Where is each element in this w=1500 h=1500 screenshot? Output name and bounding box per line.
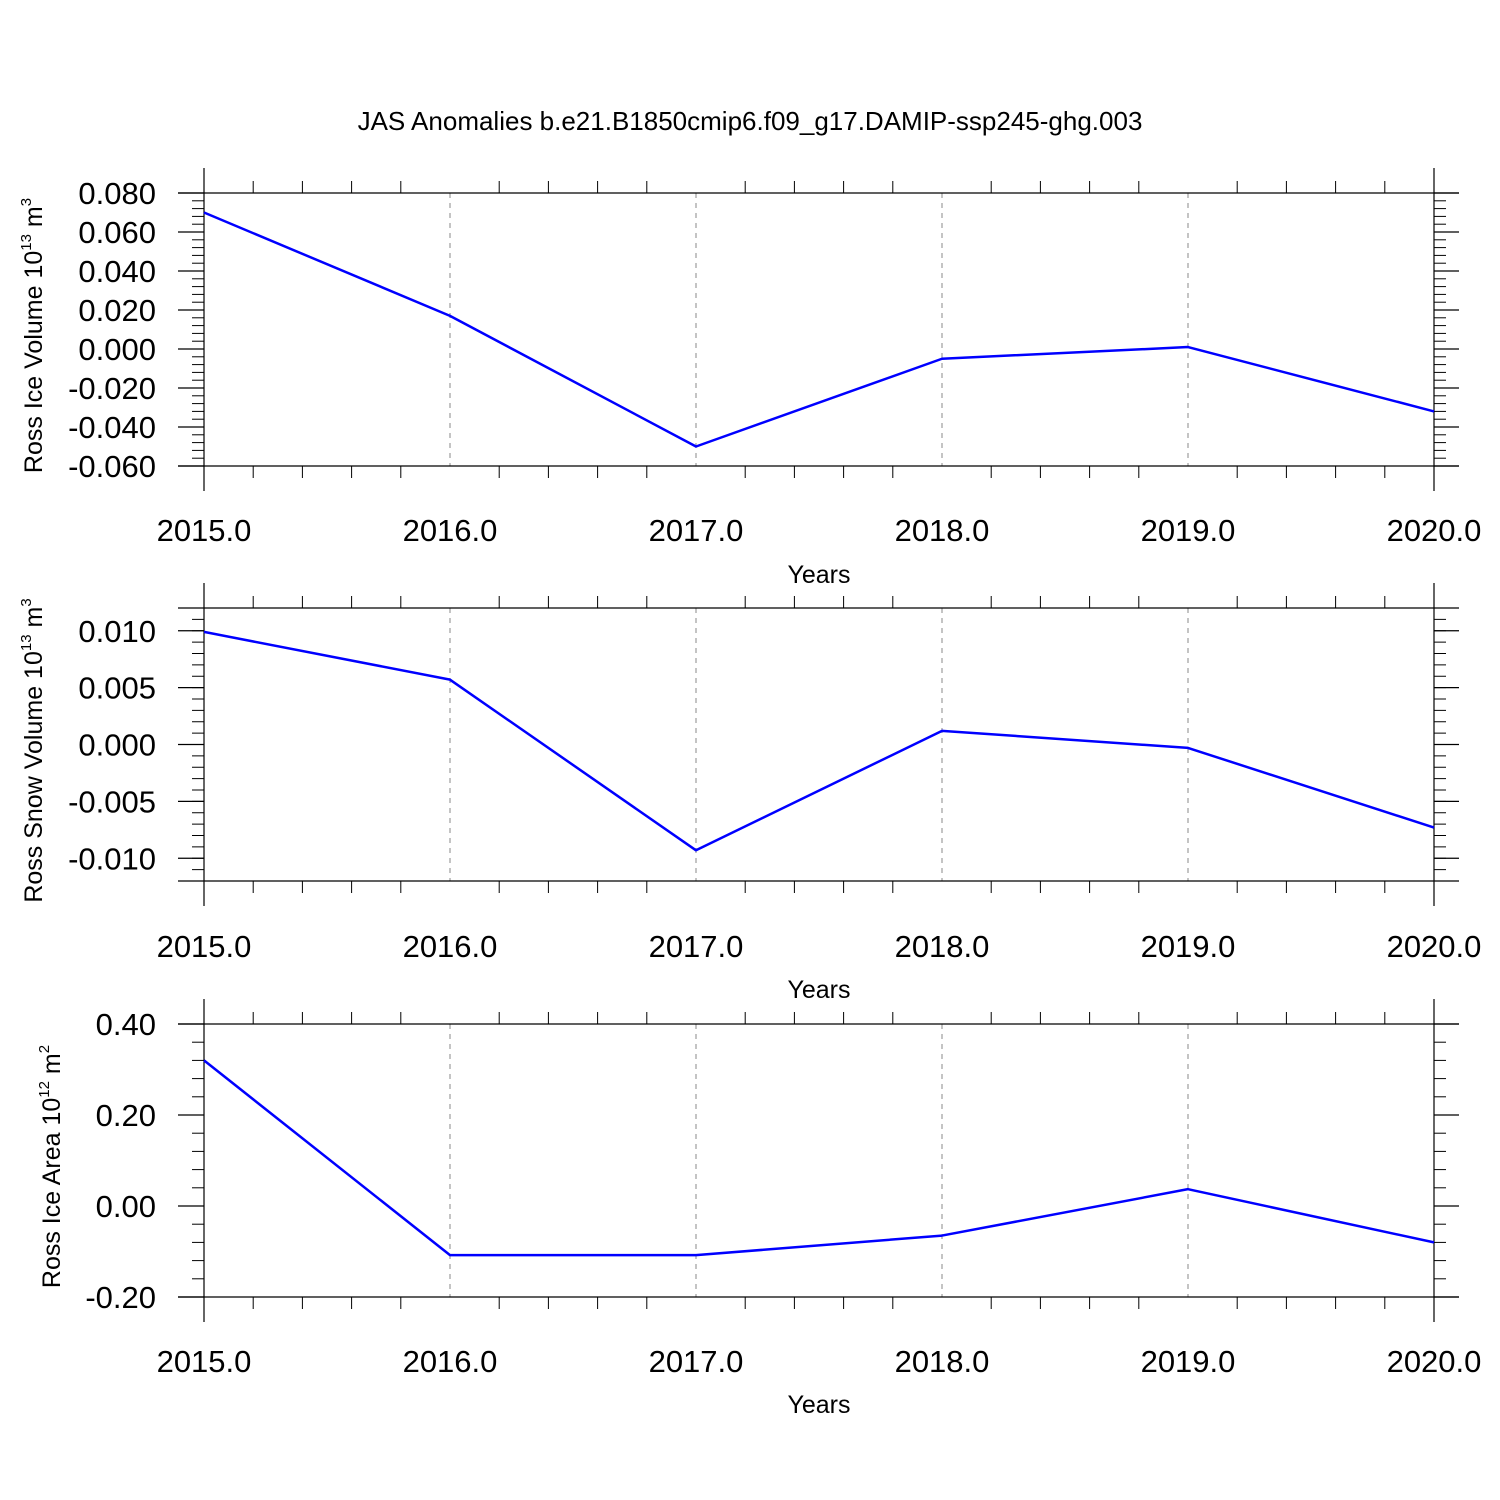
x-axis-title: Years <box>787 976 850 1004</box>
chart-panel-1: 0.080 0.060 0.040 0.020 0.000 -0.020 -0.040 -0.… <box>18 168 1481 589</box>
y-tick-label: 0.010 <box>78 614 156 649</box>
y-tick-label: -0.20 <box>85 1280 156 1315</box>
y-tick-label: 0.40 <box>96 1007 156 1042</box>
x-tick-label: 2019.0 <box>1141 1344 1236 1379</box>
series-line <box>203 630 1435 852</box>
y-tick-label: -0.040 <box>68 410 156 445</box>
x-tick-label: 2016.0 <box>403 1344 498 1379</box>
y-tick-label: 0.005 <box>78 671 156 706</box>
y-tick-label: 0.040 <box>78 254 156 289</box>
x-tick-label: 2019.0 <box>1141 513 1236 548</box>
x-tick-label: 2016.0 <box>403 513 498 548</box>
y-tick-label: -0.010 <box>68 841 156 876</box>
y-tick-label: 0.000 <box>78 728 156 763</box>
x-tick-label: 2018.0 <box>895 1344 990 1379</box>
x-tick-label: 2018.0 <box>895 929 990 964</box>
x-tick-label: 2018.0 <box>895 513 990 548</box>
y-tick-label: 0.080 <box>78 176 156 211</box>
y-tick-label: -0.060 <box>68 449 156 484</box>
y-axis-title: Ross Snow Volume 1013 m3 <box>18 598 48 902</box>
x-tick-label: 2015.0 <box>157 929 252 964</box>
y-tick-label: 0.060 <box>78 215 156 250</box>
chart-panel-2: 0.010 0.005 0.000 -0.005 -0.010 2015.0 2016.0 2… <box>18 583 1481 1004</box>
x-tick-label: 2020.0 <box>1387 513 1482 548</box>
x-tick-label: 2017.0 <box>649 513 744 548</box>
panels: 0.080 0.060 0.040 0.020 0.000 -0.020 -0.040 -0.… <box>18 168 1481 1419</box>
y-tick-label: -0.005 <box>68 784 156 819</box>
series-line <box>203 1059 1435 1257</box>
y-tick-label: 0.00 <box>96 1189 156 1224</box>
x-tick-label: 2020.0 <box>1387 929 1482 964</box>
x-tick-label: 2017.0 <box>649 929 744 964</box>
y-axis-title: Ross Ice Volume 1013 m3 <box>18 198 48 473</box>
y-tick-label: 0.20 <box>96 1098 156 1133</box>
y-tick-label: -0.020 <box>68 371 156 406</box>
x-tick-label: 2020.0 <box>1387 1344 1482 1379</box>
series-line <box>203 211 1435 448</box>
x-axis-title: Years <box>787 1391 850 1419</box>
x-axis-title: Years <box>787 561 850 589</box>
x-tick-label: 2015.0 <box>157 1344 252 1379</box>
x-tick-label: 2016.0 <box>403 929 498 964</box>
y-tick-label: 0.000 <box>78 332 156 367</box>
x-tick-label: 2019.0 <box>1141 929 1236 964</box>
figure-title: JAS Anomalies b.e21.B1850cmip6.f09_g17.D… <box>358 106 1143 136</box>
y-axis-title: Ross Ice Area 1012 m2 <box>36 1045 66 1288</box>
x-tick-label: 2017.0 <box>649 1344 744 1379</box>
y-tick-label: 0.020 <box>78 293 156 328</box>
x-tick-label: 2015.0 <box>157 513 252 548</box>
